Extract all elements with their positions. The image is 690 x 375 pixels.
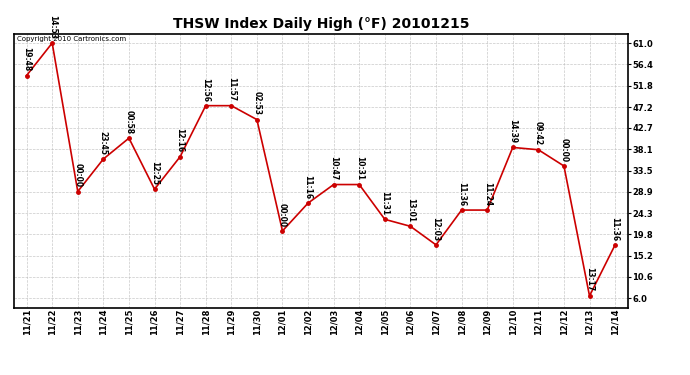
Text: 11:57: 11:57 — [227, 77, 236, 102]
Text: 12:16: 12:16 — [176, 128, 185, 153]
Text: Copyright 2010 Cartronics.com: Copyright 2010 Cartronics.com — [17, 36, 126, 42]
Text: 13:17: 13:17 — [585, 267, 594, 292]
Text: 14:53: 14:53 — [48, 15, 57, 39]
Text: 12:03: 12:03 — [431, 217, 440, 241]
Text: 11:24: 11:24 — [483, 182, 492, 206]
Text: 09:42: 09:42 — [534, 122, 543, 146]
Text: 14:39: 14:39 — [509, 119, 518, 143]
Text: 23:45: 23:45 — [99, 131, 108, 155]
Text: 10:47: 10:47 — [329, 156, 338, 180]
Text: 10:31: 10:31 — [355, 156, 364, 180]
Text: 12:25: 12:25 — [150, 161, 159, 185]
Text: 11:16: 11:16 — [304, 175, 313, 199]
Text: 11:31: 11:31 — [380, 191, 389, 215]
Text: 13:01: 13:01 — [406, 198, 415, 222]
Text: 00:00: 00:00 — [560, 138, 569, 162]
Text: 00:58: 00:58 — [124, 110, 133, 134]
Text: 00:00: 00:00 — [73, 163, 82, 188]
Text: 19:48: 19:48 — [22, 47, 31, 71]
Title: THSW Index Daily High (°F) 20101215: THSW Index Daily High (°F) 20101215 — [172, 17, 469, 31]
Text: 11:36: 11:36 — [457, 182, 466, 206]
Text: 12:56: 12:56 — [201, 78, 210, 102]
Text: 02:53: 02:53 — [253, 92, 262, 116]
Text: 11:36: 11:36 — [611, 217, 620, 241]
Text: 00:00: 00:00 — [278, 202, 287, 227]
